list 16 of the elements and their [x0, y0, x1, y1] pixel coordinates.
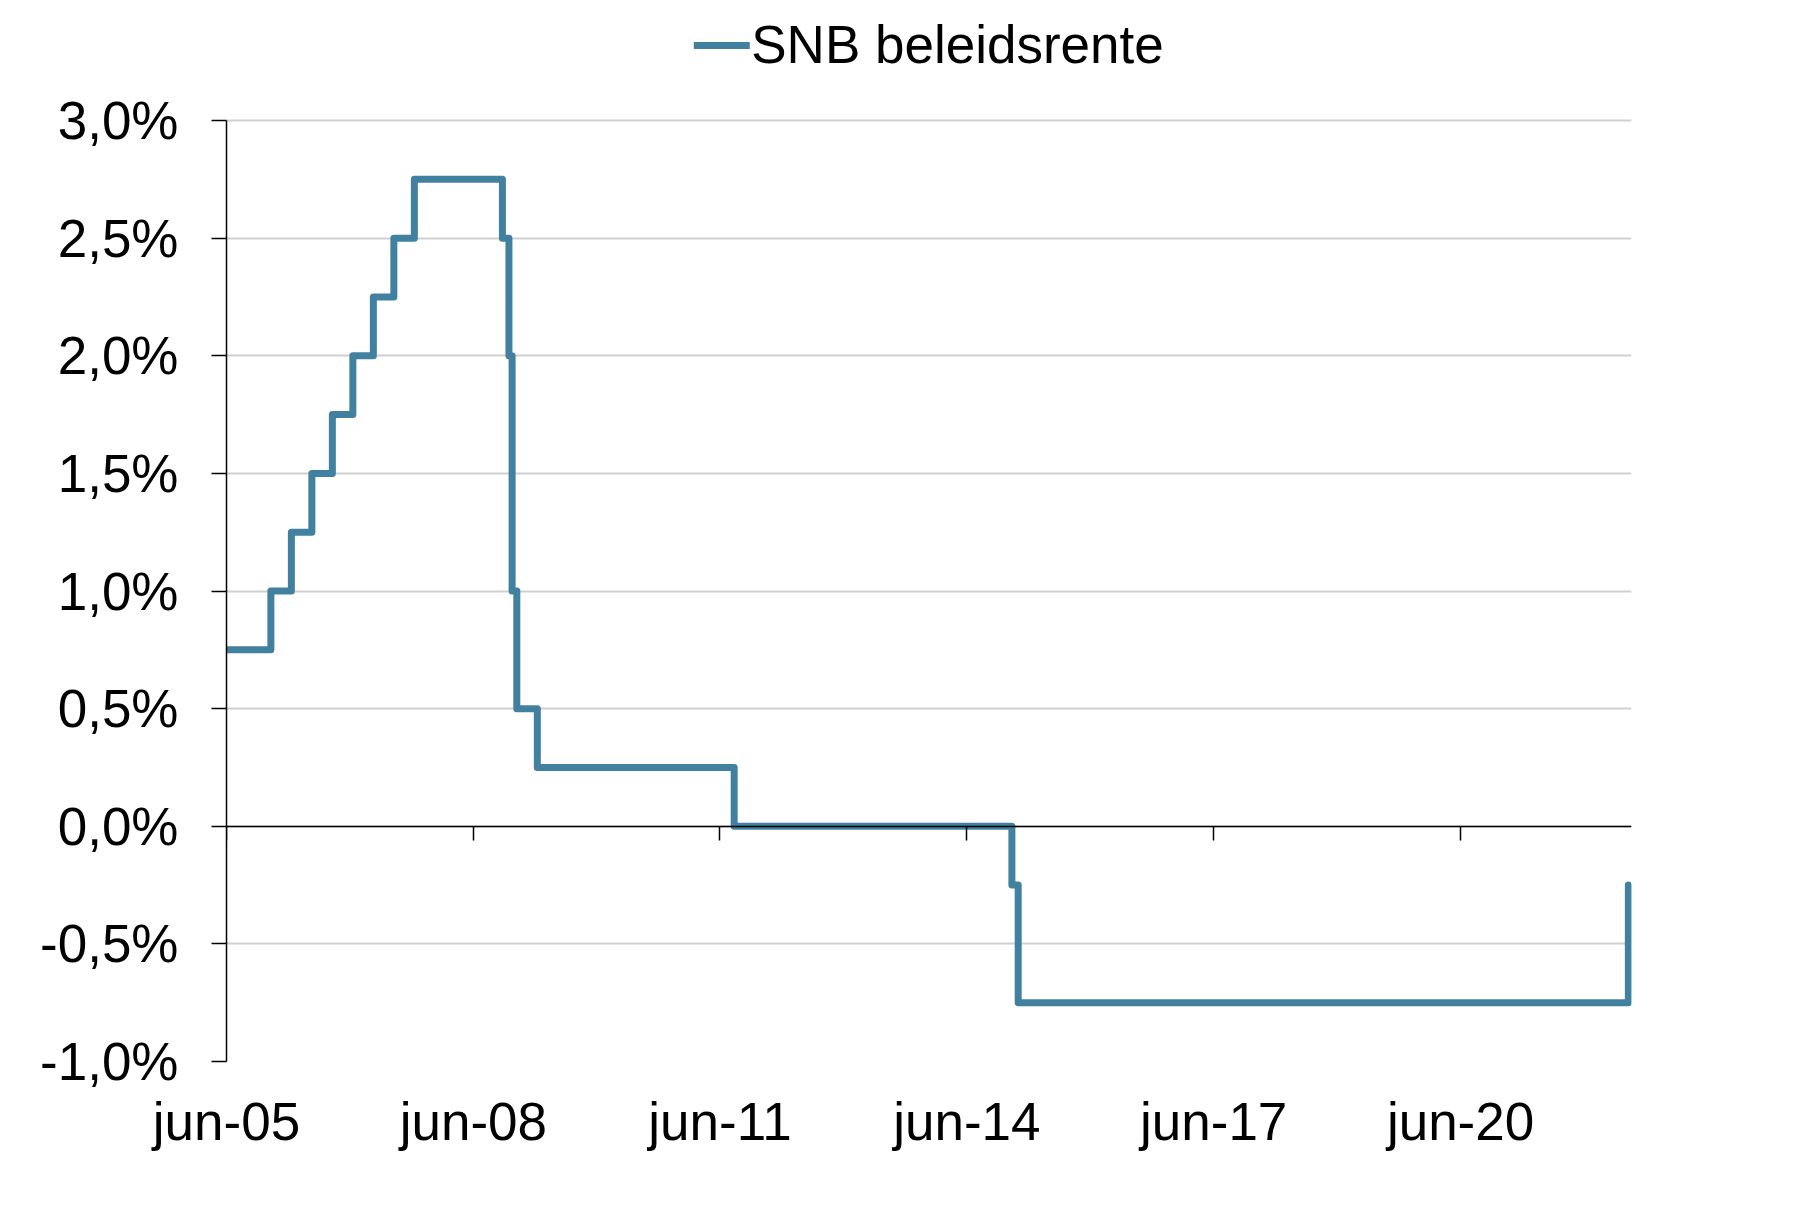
y-tick-label: 0,0%: [57, 796, 179, 856]
x-tick-label: jun-17: [1138, 1091, 1288, 1151]
y-tick-label: 2,0%: [57, 326, 179, 386]
legend-label: SNB beleidsrente: [751, 14, 1164, 75]
y-tick-label: 1,5%: [57, 443, 179, 503]
x-tick-label: jun-08: [397, 1091, 548, 1151]
x-tick-label: jun-14: [891, 1091, 1041, 1151]
y-tick-label: 0,5%: [57, 679, 179, 739]
y-tick-label: -0,5%: [40, 914, 179, 974]
x-tick-label: jun-11: [646, 1091, 792, 1151]
y-tick-label: 3,0%: [57, 91, 179, 150]
y-tick-label: -1,0%: [40, 1032, 179, 1091]
x-tick-label: jun-20: [1384, 1091, 1535, 1151]
x-tick-label: jun-05: [150, 1091, 301, 1151]
y-tick-label: 2,5%: [57, 208, 179, 268]
y-tick-label: 1,0%: [57, 561, 179, 621]
